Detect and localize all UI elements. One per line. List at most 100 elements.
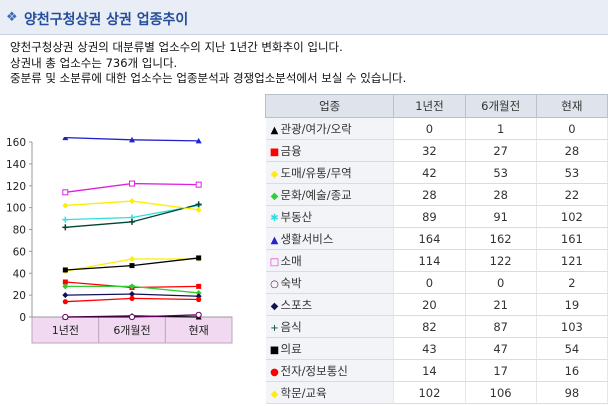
data-point bbox=[62, 137, 69, 141]
category-table: 업종 1년전 6개월전 현재 ▲ 관광/여가/오락 0 1 0 ■금융 32 27 28 ◆ 도매/… bbox=[264, 94, 608, 404]
value-1y-cell: 42 bbox=[393, 161, 466, 184]
category-cell: ● 전자/정보통신 bbox=[265, 359, 395, 382]
value-now-cell: 121 bbox=[536, 249, 608, 272]
table-row: □소매 114 122 121 bbox=[265, 249, 608, 272]
category-label: 소매 bbox=[280, 253, 302, 268]
category-label: 금융 bbox=[280, 143, 302, 158]
series-marker-icon: ◆ bbox=[270, 168, 279, 180]
y-tick-label: 120 bbox=[6, 181, 26, 193]
data-point bbox=[62, 202, 69, 209]
data-point bbox=[195, 181, 202, 188]
data-point bbox=[129, 180, 135, 187]
category-cell: ○ 숙박 bbox=[265, 271, 395, 294]
data-point bbox=[195, 206, 202, 213]
column-header-6m: 6개월전 bbox=[464, 94, 537, 118]
category-label: 전자/정보통신 bbox=[280, 363, 348, 378]
column-header-category: 업종 bbox=[264, 94, 395, 118]
value-1y-cell: 114 bbox=[393, 249, 466, 272]
value-now-cell: 22 bbox=[536, 183, 608, 206]
series-marker-icon: ◆ bbox=[270, 300, 279, 312]
value-1y-cell: 14 bbox=[393, 359, 466, 382]
value-6m-cell: 21 bbox=[465, 293, 537, 316]
data-point bbox=[62, 279, 68, 285]
value-6m-cell: 122 bbox=[465, 249, 537, 272]
data-point bbox=[62, 267, 68, 273]
data-point bbox=[128, 313, 136, 321]
value-now-cell: 102 bbox=[536, 205, 608, 228]
data-point bbox=[195, 311, 202, 318]
value-1y-cell: 0 bbox=[393, 271, 466, 294]
value-6m-cell: 47 bbox=[465, 337, 537, 360]
value-6m-cell: 162 bbox=[465, 227, 537, 250]
value-1y-cell: 43 bbox=[393, 337, 466, 360]
table-row: ✱ 부동산 89 91 102 bbox=[265, 205, 608, 228]
table-row: ○ 숙박 0 0 2 bbox=[265, 271, 608, 294]
series-marker-icon: ▲ bbox=[270, 124, 279, 136]
data-point bbox=[62, 283, 69, 290]
category-cell: ▲ 생활서비스 bbox=[265, 227, 395, 250]
y-tick-label: 140 bbox=[6, 159, 26, 171]
series-marker-icon: ● bbox=[270, 366, 279, 378]
category-cell: □소매 bbox=[265, 249, 395, 272]
data-point bbox=[129, 256, 135, 263]
category-label: 음식 bbox=[280, 319, 302, 334]
category-cell: ◆ 도매/유통/무역 bbox=[265, 161, 395, 184]
data-point bbox=[129, 295, 135, 302]
plot-area bbox=[32, 142, 232, 317]
data-point bbox=[62, 299, 68, 305]
category-cell: + 음식 bbox=[265, 315, 395, 338]
category-cell: ✱ 부동산 bbox=[265, 205, 395, 228]
value-6m-cell: 1 bbox=[465, 117, 537, 140]
description-line: 중분류 및 소분류에 대한 업소수는 업종분석과 경쟁업소분석에서 보실 수 있… bbox=[10, 71, 407, 85]
x-tick-label: 1년전 bbox=[52, 324, 79, 337]
category-label: 문화/예술/종교 bbox=[280, 187, 352, 202]
category-label: 생활서비스 bbox=[280, 231, 334, 246]
column-header-1y: 1년전 bbox=[393, 94, 466, 118]
category-label: 도매/유통/무역 bbox=[280, 165, 352, 180]
value-6m-cell: 53 bbox=[465, 161, 537, 184]
value-1y-cell: 82 bbox=[393, 315, 466, 338]
category-cell: ◆ 학문/교육 bbox=[265, 381, 395, 404]
category-cell: ◆ 문화/예술/종교 bbox=[265, 183, 395, 206]
table-row: ▲ 관광/여가/오락 0 1 0 bbox=[265, 117, 608, 140]
data-point bbox=[196, 255, 202, 261]
y-tick-label: 160 bbox=[6, 137, 26, 149]
data-point bbox=[195, 137, 202, 144]
table-row: ▲ 생활서비스 164 162 161 bbox=[265, 227, 608, 250]
value-6m-cell: 27 bbox=[465, 139, 537, 162]
data-point bbox=[62, 292, 69, 299]
category-label: 의료 bbox=[280, 341, 302, 356]
value-1y-cell: 102 bbox=[393, 381, 466, 404]
series-marker-icon: ◆ bbox=[270, 388, 279, 400]
value-6m-cell: 0 bbox=[465, 271, 537, 294]
value-now-cell: 16 bbox=[536, 359, 608, 382]
data-point bbox=[129, 263, 135, 269]
table-row: ◆ 학문/교육 102 106 98 bbox=[265, 381, 608, 404]
diamond-bullet-icon: ❖ bbox=[6, 10, 18, 25]
value-now-cell: 103 bbox=[536, 315, 608, 338]
category-cell: ▲ 관광/여가/오락 bbox=[265, 117, 395, 140]
description: 양천구청상권 상권의 대분류별 업소수의 지난 1년간 변화추이 입니다. 상권… bbox=[10, 40, 406, 87]
category-label: 부동산 bbox=[280, 209, 313, 224]
y-tick-label: 0 bbox=[19, 312, 26, 324]
y-tick-label: 20 bbox=[13, 290, 26, 302]
table-row: ◆ 도매/유통/무역 42 53 53 bbox=[265, 161, 608, 184]
value-now-cell: 0 bbox=[536, 117, 608, 140]
value-6m-cell: 106 bbox=[465, 381, 537, 404]
category-cell: ◆ 스포츠 bbox=[265, 293, 395, 316]
value-6m-cell: 17 bbox=[465, 359, 537, 382]
value-1y-cell: 89 bbox=[393, 205, 466, 228]
series-marker-icon: ■ bbox=[269, 344, 280, 356]
y-tick-label: 80 bbox=[13, 225, 26, 237]
value-1y-cell: 0 bbox=[393, 117, 466, 140]
value-now-cell: 2 bbox=[536, 271, 608, 294]
series-marker-icon: ▲ bbox=[270, 234, 279, 246]
data-point bbox=[129, 198, 135, 205]
value-1y-cell: 20 bbox=[393, 293, 466, 316]
series-marker-icon: ◆ bbox=[270, 190, 279, 202]
value-1y-cell: 164 bbox=[393, 227, 466, 250]
value-now-cell: 19 bbox=[536, 293, 608, 316]
y-tick-label: 100 bbox=[6, 203, 26, 215]
table-row: ■의료 43 47 54 bbox=[265, 337, 608, 360]
data-point bbox=[129, 137, 135, 143]
